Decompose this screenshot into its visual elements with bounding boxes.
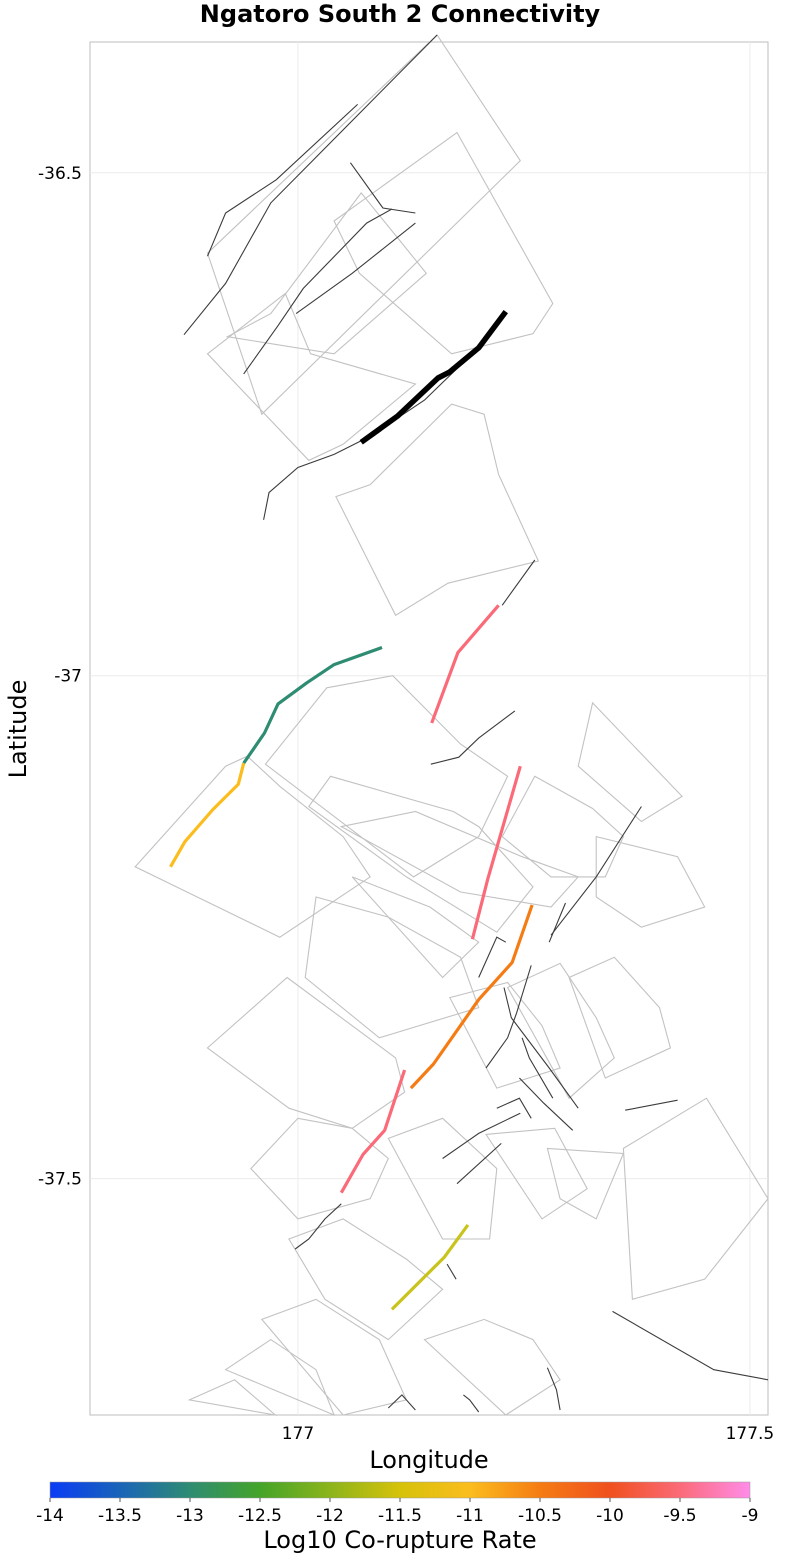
rupture-segment-4 xyxy=(470,765,522,940)
colorbar-tick-label-10: -9 xyxy=(742,1506,759,1526)
rupture-polygon-17 xyxy=(568,956,672,1079)
y-axis-label: Latitude xyxy=(4,680,32,779)
colorbar-tick-label-2: -13 xyxy=(176,1506,204,1526)
rupture-polygon-15 xyxy=(448,981,561,1089)
rupture-polygon-5 xyxy=(264,675,509,878)
rupture-polygon-13 xyxy=(304,896,480,1039)
rupture-segment-1 xyxy=(242,645,383,765)
rupture-polygon-8 xyxy=(351,876,480,979)
fault-trace-8 xyxy=(478,936,507,978)
fault-trace-22 xyxy=(463,1394,480,1413)
fault-trace-13 xyxy=(521,1037,554,1099)
x-tick-label-0: 177 xyxy=(282,1424,314,1444)
rupture-segment-3 xyxy=(430,604,500,724)
rupture-polygon-16 xyxy=(506,962,615,1100)
chart-title: Ngatoro South 2 Connectivity xyxy=(200,0,601,28)
rupture-polygon-9 xyxy=(501,775,625,878)
fault-trace-20 xyxy=(446,1263,457,1280)
colorbar xyxy=(49,1481,751,1499)
rupture-polygon-12 xyxy=(134,755,371,938)
y-tick-label-2: -37.5 xyxy=(38,1170,82,1190)
colorbar-tick-label-8: -10 xyxy=(596,1506,624,1526)
rupture-polygon-14 xyxy=(206,976,406,1129)
fault-trace-9 xyxy=(485,965,532,1069)
rupture-polygon-22 xyxy=(622,1097,769,1301)
target-fault-trace xyxy=(359,309,509,445)
fault-trace-3 xyxy=(349,162,416,214)
fault-trace-1 xyxy=(206,103,358,257)
rupture-polygon-0 xyxy=(206,34,522,416)
fault-trace-15 xyxy=(519,1077,574,1131)
co-rupture-trace-layer xyxy=(169,604,534,1311)
x-tick-label-1: 177.5 xyxy=(726,1424,775,1444)
axis-tick-layer: 177 177.5 -36.5 -37 -37.5 xyxy=(38,164,774,1444)
rupture-polygon-3 xyxy=(206,292,417,462)
rupture-segment-5 xyxy=(409,904,534,1090)
fault-trace-17 xyxy=(442,1112,521,1159)
rupture-polygon-11 xyxy=(595,835,706,928)
target-fault-layer xyxy=(359,309,509,445)
colorbar-tick-label-6: -11 xyxy=(456,1506,484,1526)
colorbar-tick-label-3: -12.5 xyxy=(238,1506,282,1526)
colorbar-tick-layer: -14 -13.5 -13 -12.5 -12 -11.5 -11 -10.5 -10 -9.5 -… xyxy=(36,1498,758,1526)
y-tick-label-1: -37 xyxy=(54,667,82,687)
fault-trace-6 xyxy=(501,559,536,606)
y-tick-label-0: -36.5 xyxy=(38,164,82,184)
rupture-polygon-23 xyxy=(288,1218,444,1341)
fault-trace-5 xyxy=(263,338,489,520)
rupture-polygon-10 xyxy=(577,701,683,823)
rupture-polygon-1 xyxy=(225,192,428,355)
rupture-polygon-18 xyxy=(250,1117,389,1220)
rupture-polygon-27 xyxy=(187,1379,278,1416)
fault-trace-2 xyxy=(243,208,393,375)
rupture-polygon-19 xyxy=(387,1117,498,1240)
colorbar-tick-label-0: -14 xyxy=(36,1506,64,1526)
rupture-segment-6 xyxy=(339,1069,407,1194)
fault-trace-11 xyxy=(550,806,642,936)
colorbar-tick-label-9: -9.5 xyxy=(663,1506,696,1526)
colorbar-tick-label-4: -12 xyxy=(316,1506,344,1526)
rupture-polygon-24 xyxy=(260,1298,408,1416)
rupture-polygon-4 xyxy=(335,403,540,617)
fault-trace-21 xyxy=(612,1310,769,1381)
colorbar-tick-label-1: -13.5 xyxy=(98,1506,142,1526)
fault-trace-12 xyxy=(503,987,579,1109)
plot-frame xyxy=(89,41,769,1416)
fault-trace-16 xyxy=(496,1097,532,1119)
grid-layer xyxy=(90,42,768,1415)
fault-trace-4 xyxy=(295,222,416,315)
fault-trace-layer xyxy=(183,34,769,1413)
fault-trace-18 xyxy=(456,1142,502,1185)
fault-trace-19 xyxy=(294,1203,342,1250)
rupture-polygon-25 xyxy=(423,1318,561,1416)
rupture-polygon-layer xyxy=(134,34,769,1417)
rupture-segment-7 xyxy=(390,1223,470,1311)
colorbar-tick-label-5: -11.5 xyxy=(378,1506,422,1526)
rupture-polygon-21 xyxy=(546,1147,625,1220)
x-axis-label: Longitude xyxy=(369,1446,488,1474)
fault-trace-7 xyxy=(430,710,516,765)
fault-trace-24 xyxy=(387,1394,416,1411)
fault-trace-14 xyxy=(625,1099,678,1111)
colorbar-title: Log10 Co-rupture Rate xyxy=(263,1526,536,1554)
fault-trace-0 xyxy=(183,34,438,336)
rupture-polygon-2 xyxy=(333,131,554,355)
fault-trace-10 xyxy=(548,902,567,943)
rupture-polygon-6 xyxy=(308,775,534,933)
colorbar-tick-label-7: -10.5 xyxy=(518,1506,562,1526)
fault-trace-23 xyxy=(546,1367,561,1411)
rupture-segment-2 xyxy=(169,762,246,868)
rupture-polygon-26 xyxy=(224,1338,336,1417)
rupture-polygon-20 xyxy=(485,1127,588,1220)
